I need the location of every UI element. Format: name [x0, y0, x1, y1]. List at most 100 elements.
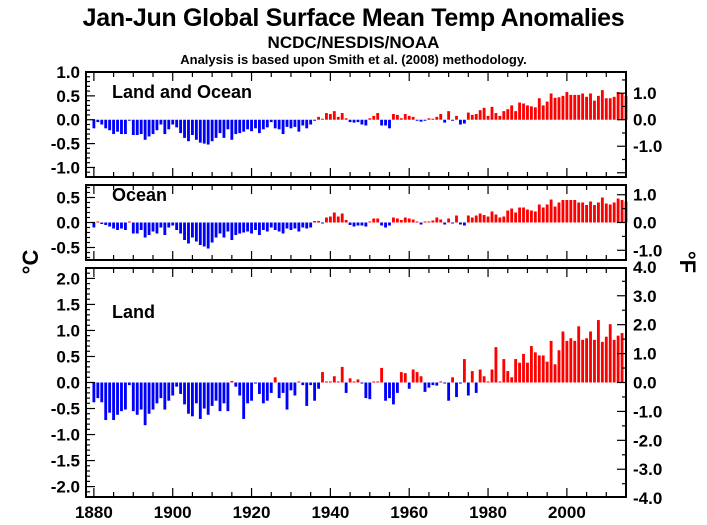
bar-land-2007: [593, 339, 596, 383]
bar-land-1962: [415, 372, 419, 383]
bar-ocean-1888: [124, 222, 127, 230]
plot-frame-2: [85, 267, 627, 498]
bar-land-1974: [462, 359, 466, 383]
bar-land-2003: [577, 326, 581, 383]
bar-land-and-ocean-1901: [175, 119, 179, 128]
bar-ocean-1891: [135, 222, 139, 234]
bar-land-and-ocean-1945: [348, 119, 352, 123]
bar-ocean-1938: [321, 222, 324, 224]
bar-land-and-ocean-2003: [577, 94, 581, 120]
bar-ocean-1883: [104, 222, 108, 225]
bar-ocean-1955: [388, 222, 391, 226]
bar-ocean-2008: [596, 202, 600, 223]
bar-ocean-1927: [277, 222, 281, 232]
bar-land-and-ocean-1956: [392, 114, 395, 120]
bar-land-1884: [108, 382, 112, 413]
bar-land-1966: [431, 382, 435, 386]
bar-land-1963: [419, 376, 423, 383]
bar-ocean-1963: [419, 222, 423, 225]
right-axis-unit-label: °F: [675, 251, 700, 273]
bar-ocean-1985: [506, 210, 510, 223]
bar-ocean-1934: [305, 222, 309, 229]
bar-ocean-1953: [380, 222, 384, 226]
bar-ocean-1909: [206, 222, 210, 249]
y-tick-label-f: 0.0: [633, 111, 657, 130]
bar-land-1956: [392, 382, 395, 405]
bar-land-1989: [522, 353, 525, 383]
bar-land-1909: [206, 382, 210, 415]
chart-title: Jan-Jun Global Surface Mean Temp Anomali…: [82, 4, 625, 32]
bar-land-1954: [384, 382, 387, 401]
bar-land-and-ocean-2011: [608, 98, 612, 120]
bar-ocean-1929: [285, 222, 289, 229]
bar-ocean-1881: [96, 221, 100, 223]
bar-land-1944: [344, 382, 348, 393]
bar-ocean-1977: [474, 215, 478, 223]
bar-land-and-ocean-1949: [364, 119, 368, 126]
bar-land-1987: [514, 359, 518, 383]
bar-land-and-ocean-1983: [498, 115, 502, 120]
bar-land-1920: [250, 382, 253, 401]
bar-land-and-ocean-1965: [427, 118, 431, 120]
bar-ocean-1900: [171, 222, 175, 226]
bar-land-1916: [234, 382, 238, 387]
bar-ocean-1885: [112, 222, 116, 229]
bar-land-and-ocean-1934: [305, 119, 309, 129]
bar-land-1899: [167, 382, 171, 401]
bar-ocean-1987: [514, 212, 518, 223]
bar-land-and-ocean-1927: [277, 119, 281, 130]
bar-land-and-ocean-1894: [147, 119, 151, 137]
bar-land-and-ocean-1978: [478, 110, 482, 120]
bar-land-1939: [325, 381, 328, 383]
bar-ocean-1983: [498, 217, 502, 223]
bar-land-and-ocean-1958: [399, 118, 403, 120]
bar-land-and-ocean-1940: [328, 114, 332, 120]
bar-land-1996: [549, 340, 553, 383]
bar-ocean-1942: [336, 216, 340, 223]
bar-land-and-ocean-1947: [356, 119, 360, 123]
bar-land-1928: [281, 382, 285, 393]
bar-land-1933: [301, 382, 305, 386]
bar-land-1934: [305, 382, 309, 406]
bar-land-1923: [261, 382, 265, 404]
x-tick-label: 1900: [154, 503, 192, 522]
bar-land-1945: [348, 378, 352, 383]
bar-ocean-1905: [191, 222, 194, 238]
bar-land-1950: [368, 382, 372, 400]
bar-ocean-1964: [423, 221, 427, 223]
bar-land-and-ocean-1963: [419, 119, 423, 122]
bar-ocean-2007: [593, 205, 596, 223]
bar-land-and-ocean-1979: [482, 107, 486, 120]
bar-ocean-1950: [368, 221, 372, 223]
y-tick-label-f: -1.0: [633, 137, 662, 156]
bar-ocean-1975: [466, 215, 470, 223]
bar-ocean-1951: [372, 218, 376, 223]
bar-land-and-ocean-2002: [573, 94, 577, 120]
bar-land-1924: [265, 382, 269, 401]
bar-land-1906: [194, 382, 198, 404]
bar-land-and-ocean-1938: [321, 118, 324, 120]
bar-land-and-ocean-1917: [238, 119, 242, 134]
bar-land-1947: [356, 379, 360, 383]
bar-land-and-ocean-2007: [593, 100, 596, 120]
bar-ocean-1959: [403, 217, 407, 223]
bar-land-and-ocean-1918: [242, 119, 246, 132]
bar-land-and-ocean-1936: [313, 119, 317, 121]
bar-ocean-1901: [175, 222, 179, 230]
bar-land-1968: [439, 381, 443, 383]
bar-land-1896: [155, 382, 159, 404]
bar-ocean-1973: [459, 222, 462, 225]
y-tick-label-f: 1.0: [633, 84, 657, 103]
bar-ocean-1894: [147, 222, 151, 235]
y-tick-label-f: -4.0: [633, 489, 662, 508]
bar-land-and-ocean-1929: [285, 119, 289, 127]
bar-land-and-ocean-1907: [198, 119, 202, 143]
bar-ocean-1992: [533, 211, 537, 223]
bar-land-and-ocean-2001: [569, 94, 573, 120]
bar-ocean-1921: [254, 222, 257, 230]
bar-land-and-ocean-2012: [612, 96, 616, 120]
bar-land-and-ocean-1957: [395, 114, 399, 120]
bar-land-1965: [427, 382, 431, 388]
bar-land-and-ocean-1986: [510, 105, 514, 120]
